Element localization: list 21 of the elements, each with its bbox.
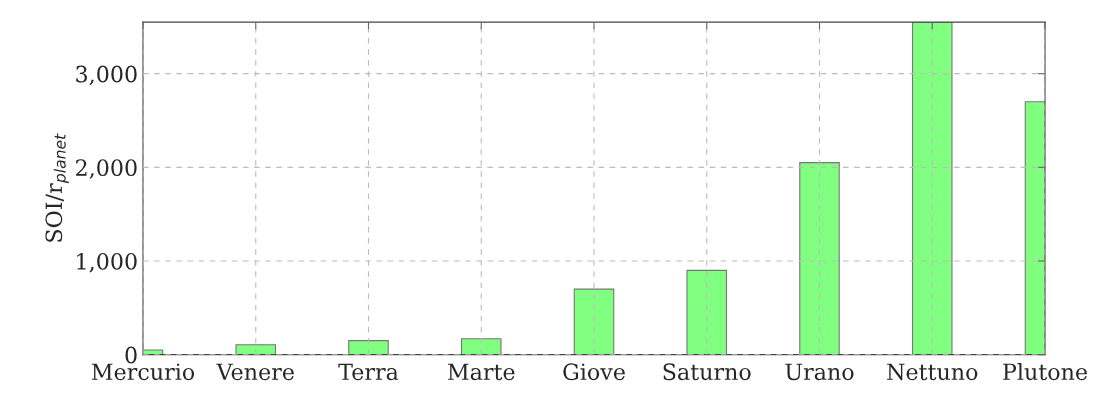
y-tick-label: 3,000 [76,65,137,86]
bar [460,338,502,355]
x-tick-label: Terra [338,363,399,381]
bar [799,162,840,355]
x-tick-label: Urano [785,363,854,381]
x-tick-label: Plutone [1003,362,1087,381]
bar [235,344,277,355]
y-tick-label: 0 [125,346,137,364]
x-tick-label: Mercurio [91,363,195,381]
x-tick-label: Saturno [663,363,751,381]
x-tick-label: Giove [563,363,625,381]
x-tick-label: Marte [448,363,515,381]
bar [686,269,728,355]
x-tick-label: Nettuno [887,363,978,381]
bar [348,340,389,355]
x-tick-label: Venere [216,363,294,381]
bar [911,22,953,355]
y-tick-label: 2,000 [76,159,137,179]
bar [573,288,615,355]
y-axis-title: SOI/r$_{planet}$ [45,133,69,242]
y-tick-label: 1,000 [77,252,137,273]
